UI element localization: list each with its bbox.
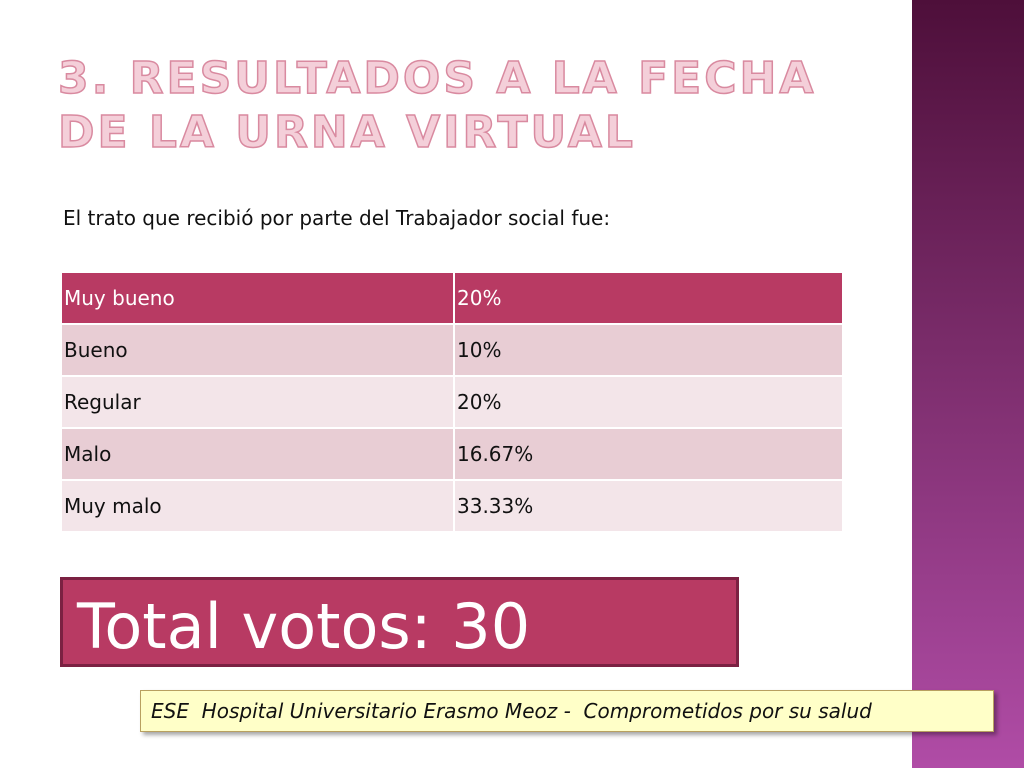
table-cell: Muy bueno — [60, 271, 455, 325]
table-cell: 16.67% — [453, 427, 844, 481]
table-row: Regular 20% — [60, 375, 844, 429]
subtitle: El trato que recibió por parte del Traba… — [63, 206, 611, 230]
table-cell: 33.33% — [453, 479, 844, 533]
results-table: Muy bueno 20% Bueno 10% Regular 20% Malo 16.67%… — [60, 271, 844, 533]
table-cell: Muy malo — [60, 479, 455, 533]
sidebar — [912, 0, 1024, 768]
table-cell: 20% — [453, 375, 844, 429]
table-row: Muy malo 33.33% — [60, 479, 844, 533]
table-cell: Bueno — [60, 323, 455, 377]
footer-box: ESE Hospital Universitario Erasmo Meoz -… — [140, 690, 994, 732]
table-cell: Regular — [60, 375, 455, 429]
slide-title: 3. RESULTADOS A LA FECHA DE LA URNA VIRT… — [57, 52, 817, 159]
footer-text: ESE Hospital Universitario Erasmo Meoz -… — [151, 699, 872, 723]
total-box: Total votos: 30 — [60, 577, 739, 667]
table-row: Malo 16.67% — [60, 427, 844, 481]
total-text: Total votos: 30 — [77, 590, 531, 663]
table-cell: 20% — [453, 271, 844, 325]
table-row: Bueno 10% — [60, 323, 844, 377]
table-row: Muy bueno 20% — [60, 271, 844, 325]
table-cell: 10% — [453, 323, 844, 377]
table-cell: Malo — [60, 427, 455, 481]
